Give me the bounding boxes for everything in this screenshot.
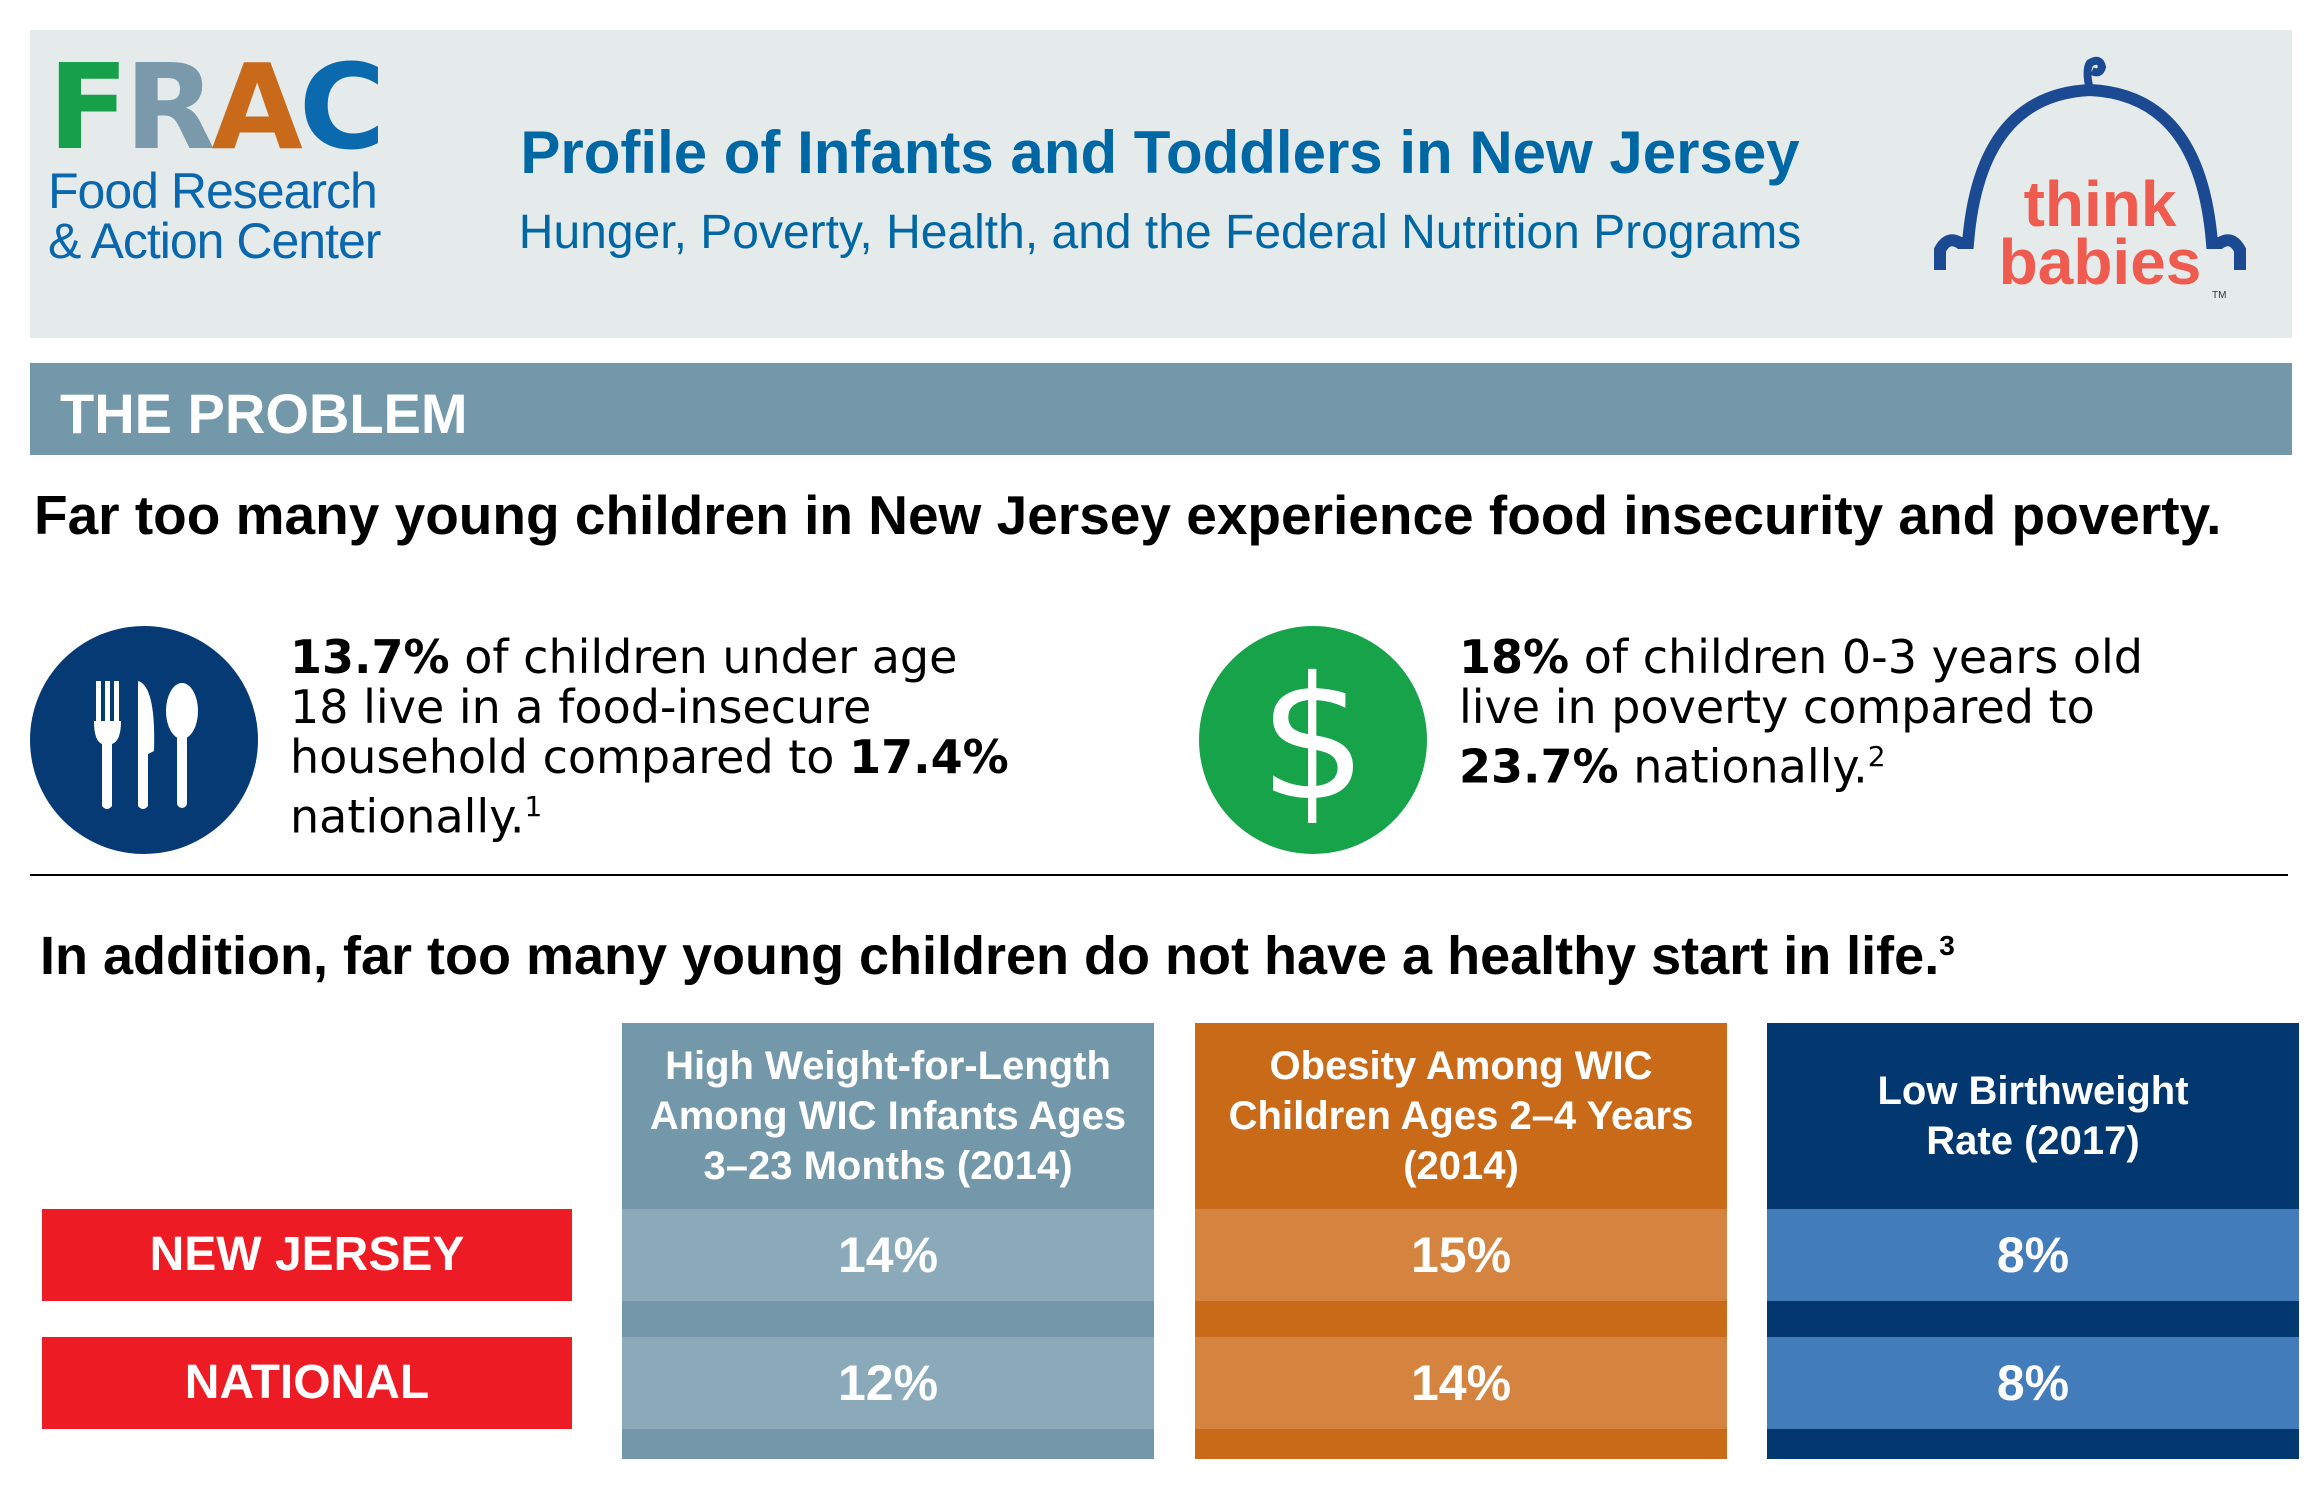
row-label-national: NATIONAL	[42, 1337, 572, 1429]
table-cell: 15%	[1195, 1209, 1727, 1301]
table-cell: 12%	[622, 1337, 1154, 1429]
think-babies-logo: think babies TM	[1920, 55, 2260, 315]
table-column-obesity: Obesity Among WIC Children Ages 2–4 Year…	[1195, 1023, 1727, 1459]
frac-logo: F R A C Food Research & Action Center	[48, 38, 428, 269]
stat-food-insecurity: 13.7% of children under age 18 live in a…	[290, 630, 1009, 844]
baby-dome-icon	[1934, 56, 2246, 270]
footnote-ref: 3	[1939, 930, 1955, 961]
table-cell: 8%	[1767, 1209, 2299, 1301]
header-banner	[30, 30, 2292, 338]
logo-line: & Action Center	[48, 213, 381, 269]
headline-healthy-start: In addition, far too many young children…	[40, 926, 1955, 986]
column-header: Obesity Among WIC Children Ages 2–4 Year…	[1228, 1044, 1694, 1188]
table-cell: 8%	[1767, 1337, 2299, 1429]
logo-line: babies	[1998, 226, 2202, 298]
section-bar: THE PROBLEM	[30, 363, 2292, 455]
utensils-icon	[30, 626, 258, 854]
section-title: THE PROBLEM	[60, 382, 468, 445]
column-header: Low Birthweight Rate (2017)	[1877, 1069, 2189, 1163]
page-title: Profile of Infants and Toddlers in New J…	[520, 119, 1800, 186]
logo-letter: A	[211, 38, 302, 176]
trademark: TM	[2212, 290, 2227, 301]
stat-poverty: 18% of children 0-3 years old live in po…	[1459, 630, 2143, 794]
footnote-ref: 1	[524, 790, 543, 823]
divider	[30, 874, 2288, 876]
table-column-low-birthweight: Low Birthweight Rate (2017) 8% 8%	[1767, 1023, 2299, 1459]
logo-letter: C	[298, 38, 386, 176]
logo-letter: R	[124, 38, 216, 176]
table-column-weight-for-length: High Weight-for-Length Among WIC Infants…	[622, 1023, 1154, 1459]
logo-line: think	[2023, 168, 2177, 240]
row-label-new-jersey: NEW JERSEY	[42, 1209, 572, 1301]
footnote-ref: 2	[1867, 740, 1886, 773]
logo-letter: F	[48, 38, 129, 176]
headline-food-insecurity: Far too many young children in New Jerse…	[34, 484, 2222, 546]
table-cell: 14%	[1195, 1337, 1727, 1429]
table-cell: 14%	[622, 1209, 1154, 1301]
column-header: High Weight-for-Length Among WIC Infants…	[649, 1044, 1127, 1188]
logo-line: Food Research	[48, 163, 378, 219]
dollar-icon: $	[1199, 626, 1427, 854]
page-subtitle: Hunger, Poverty, Health, and the Federal…	[518, 206, 1802, 259]
